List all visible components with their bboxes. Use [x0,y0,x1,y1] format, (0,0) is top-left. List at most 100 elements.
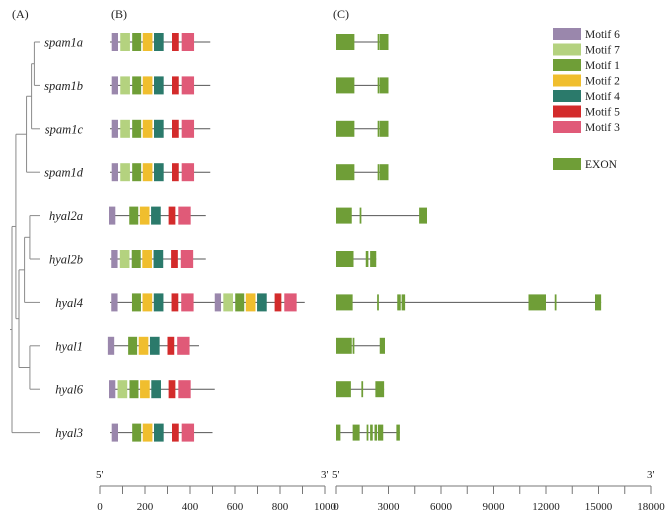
exon-box [397,294,401,311]
motif-2-box [142,250,152,268]
motif-6-box [109,380,116,399]
exon-box [336,251,354,267]
gene-axis-tick-label: 3000 [378,501,401,513]
gene-label-spam1c: spam1c [45,122,84,136]
motif-6-box [214,293,222,312]
motif-track-spam1c [110,119,211,138]
gene-label-hyal6: hyal6 [55,383,84,397]
motif-3-box [181,163,195,182]
exon-box [336,207,352,224]
motif-3-box [284,293,297,312]
exon-track-spam1a [336,34,389,50]
exon-box [370,251,377,267]
legend-label-motif-3: Motif 3 [585,122,620,134]
motif-1-box [132,119,142,138]
motif-5-box [168,206,176,225]
exon-box [377,77,380,94]
motif-track-hyal2a [109,206,206,225]
gene-label-hyal1: hyal1 [55,339,83,353]
motif-5-box [172,33,179,51]
legend-label-motif-4: Motif 4 [585,91,620,103]
exon-box [396,424,400,441]
motif-5-box [274,293,282,312]
exon-box [336,77,355,94]
motif-1-box [132,163,142,182]
motif-4-box [153,250,164,268]
exon-box [377,34,380,50]
motif-2-box [138,336,149,355]
motif-6-box [111,119,118,138]
motif-3-box [180,250,194,268]
motif-track-spam1d [110,163,211,182]
motif-2-box [142,76,153,95]
motif-1-box [131,293,141,312]
protein-axis-tick-label: 200 [137,501,154,513]
exon-box [336,424,341,441]
motif-3-box [181,76,195,95]
motif-2-box [245,293,256,312]
gene-label-spam1a: spam1a [44,36,83,50]
motif-2-box [142,423,153,442]
motif-2-box [142,293,153,312]
motif-5-box [167,336,175,355]
gene-axis-tick-label: 15000 [585,501,613,513]
legend-label-motif-7: Motif 7 [585,45,620,57]
motif-track-hyal2b [110,250,206,268]
exon-track-hyal2a [336,207,427,224]
exon-track-hyal4 [336,294,602,311]
legend-swatch-motif-5 [553,105,581,118]
motif-5-box [172,119,179,138]
exon-box [336,381,351,398]
motif-1-box [131,250,141,268]
legend-swatch-motif-4 [553,90,581,102]
motif-5-box [172,423,179,442]
gene-label-hyal2b: hyal2b [49,253,83,267]
motif-3-box [181,33,195,51]
motif-1-box [132,33,142,51]
motif-5-box [168,380,176,399]
legend-label-exon: EXON [585,159,618,171]
panel-label-c: (C) [333,7,349,21]
motif-1-box [129,380,139,399]
legend-label-motif-1: Motif 1 [585,60,620,72]
exon-box [419,207,427,224]
protein-axis-tick-label: 800 [272,501,289,513]
motif-4-box [154,119,164,138]
motif-5-box [172,163,179,182]
exon-box [377,120,380,137]
motif-2-box [140,380,150,399]
motif-4-box [151,206,161,225]
exon-box [375,381,385,398]
gene-axis-tick-label: 18000 [637,501,665,513]
panel-label-b: (B) [111,7,127,21]
motif-4-box [149,336,160,355]
legend-swatch-motif-2 [553,74,581,87]
exon-box [554,294,557,311]
motif-2-box [142,33,153,51]
motif-3-box [178,206,191,225]
motif-track-hyal4 [110,293,305,312]
motif-track-hyal1 [107,336,199,355]
exon-box [365,251,369,267]
motif-4-box [154,33,164,51]
legend-swatch-motif-3 [553,121,581,133]
exon-track-hyal3 [336,424,400,441]
legend-label-motif-5: Motif 5 [585,107,620,119]
exon-box [366,424,369,441]
motif-6-box [111,33,118,51]
legend-swatch-motif-7 [553,43,581,56]
exon-track-hyal2b [336,251,377,267]
motif-2-box [142,119,153,138]
gene-label-hyal2a: hyal2a [49,209,83,223]
gene-label-spam1b: spam1b [44,79,83,93]
motif-1-box [235,293,245,312]
panel-label-a: (A) [12,7,29,21]
exon-track-hyal1 [336,337,385,354]
exon-track-spam1d [336,164,389,181]
motif-track-hyal3 [110,423,213,442]
gene-axis-five-prime: 5' [332,469,340,481]
exon-box [336,120,355,137]
motif-4-box [154,423,164,442]
motif-4-box [154,163,164,182]
gene-axis-tick-label: 0 [333,501,339,513]
